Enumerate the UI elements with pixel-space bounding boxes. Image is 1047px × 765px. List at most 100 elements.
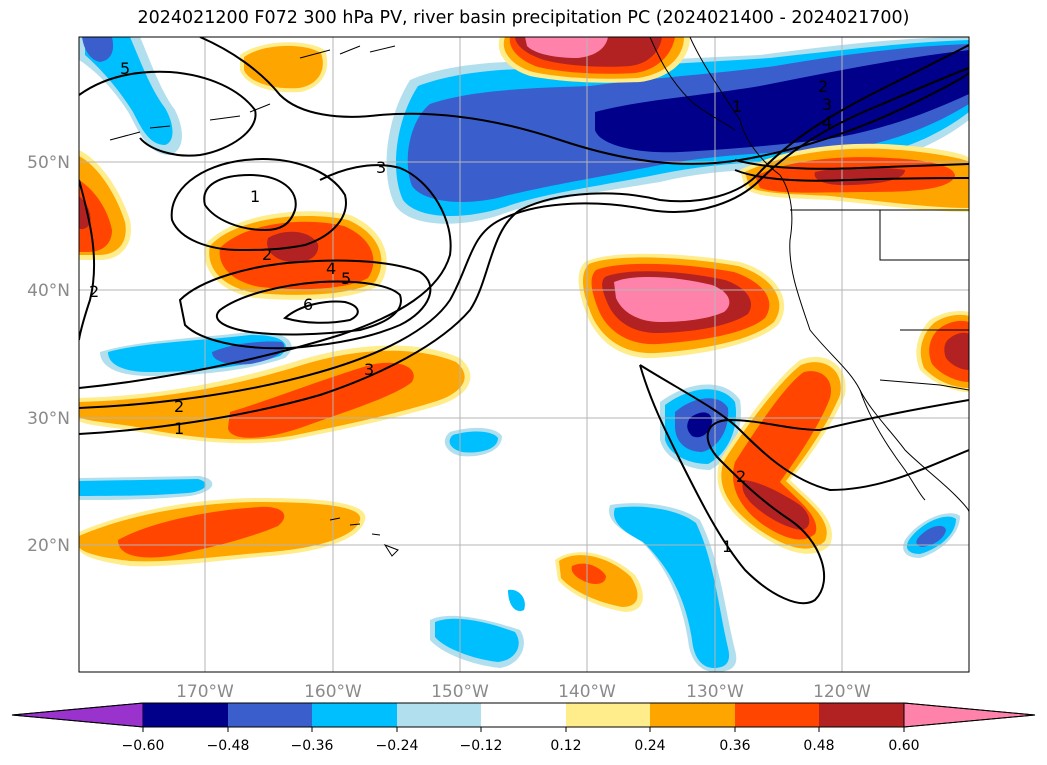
lat-label-20n: 20°N (27, 536, 70, 556)
colorbar-bin-yellow (566, 703, 650, 727)
shading-redorange-17n (571, 563, 606, 584)
colorbar-bin-firebrick (819, 703, 904, 727)
pv-contour-2-south (79, 67, 969, 409)
coastlines (109, 37, 969, 557)
colorbar-bin-navy (143, 703, 228, 727)
shading-redorange-sw30 (228, 362, 414, 438)
shading-cyan-northwest-inner (85, 37, 173, 145)
latitude-labels: 50°N 40°N 30°N 20°N (27, 153, 70, 556)
colorbar-bin-orange (650, 703, 735, 727)
pv-contour-6 (282, 300, 359, 324)
colorbar-bin-white (481, 703, 566, 727)
pv-contour-ne-2 (734, 159, 969, 170)
shading-firebrick-east35 (944, 332, 969, 370)
shading-redorange-leftedge (79, 180, 112, 252)
shading-cyan-mid28-inner (449, 431, 498, 453)
pv-contour-1-west-loop (203, 173, 297, 232)
contour-label-1-trough: 1 (722, 537, 732, 556)
border-us-canada (790, 209, 969, 331)
coastline-north-america (689, 37, 969, 513)
shading-cyan-west25-inner (79, 479, 206, 496)
pv-contour-3 (79, 164, 452, 389)
lat-label-40n: 40°N (27, 281, 70, 301)
pv-contour-trough (639, 364, 825, 605)
contour-label-1-north: 1 (732, 97, 742, 116)
colorbar-bin-blue (228, 703, 312, 727)
shading-navy-north (595, 50, 969, 153)
colorbar-tick-060: 0.60 (888, 738, 919, 754)
contour-label-2-southwest: 2 (174, 397, 184, 416)
shading-firebrick-leftedge (79, 196, 91, 230)
islands-hawaii (329, 517, 399, 557)
shading-pink-central40 (614, 276, 730, 322)
negative-anomaly-shading (79, 37, 969, 672)
shading-cyan-small (508, 589, 525, 612)
contour-label-3-southwest: 3 (364, 360, 374, 379)
contour-label-5: 5 (341, 269, 351, 288)
contour-label-4: 4 (326, 259, 336, 278)
pv-contour-left-edge (79, 179, 96, 341)
contour-label-4-northeast: 4 (822, 113, 832, 132)
contour-label-2-left: 2 (89, 282, 99, 301)
coastline-alaska (649, 37, 736, 131)
shading-navy-south (687, 412, 712, 438)
pv-contour-trough-east (819, 399, 969, 431)
map-title: 2024021200 F072 300 hPa PV, river basin … (137, 8, 910, 28)
map-frame (78, 36, 970, 673)
colorbar-tick-024: 0.24 (634, 738, 665, 754)
colorbar-tick-neg060: −0.60 (122, 738, 165, 754)
contour-label-5-northwest: 5 (120, 59, 130, 78)
pv-contour-ne-1 (734, 169, 969, 182)
colorbar-tick-neg036: −0.36 (291, 738, 334, 754)
contour-label-6: 6 (303, 295, 313, 314)
lon-label-120w: 120°W (813, 682, 871, 702)
colorbar-extend-high (903, 702, 1036, 728)
contour-label-3-northeast: 3 (822, 95, 832, 114)
pv-contour-4 (178, 259, 432, 350)
pv-contour-north-arc (199, 37, 969, 165)
shading-firebrick-se24 (742, 480, 810, 530)
pv-contour-1-south (79, 44, 969, 435)
lon-label-170w: 170°W (176, 682, 234, 702)
coastline-baja (859, 389, 926, 501)
pv-contour-2-west-loop (170, 158, 347, 252)
pv-contour-trough-outer (639, 364, 969, 492)
contour-label-2-north: 2 (818, 77, 828, 96)
lon-label-150w: 150°W (431, 682, 489, 702)
longitude-labels: 170°W 160°W 150°W 140°W 130°W 120°W (176, 682, 871, 702)
colorbar-extend-low (11, 702, 144, 728)
border-us-mexico (879, 379, 969, 391)
contour-label-3-north: 3 (376, 158, 386, 177)
contour-label-1-southwest: 1 (174, 419, 184, 438)
lon-label-140w: 140°W (558, 682, 616, 702)
map-area: 5 3 1 2 4 5 6 2 3 2 1 2 1 1 2 3 4 (79, 37, 969, 672)
colorbar: −0.60 −0.48 −0.36 −0.24 −0.12 0.12 0.24 … (11, 702, 1036, 754)
colorbar-tick-012: 0.12 (550, 738, 581, 754)
colorbar-bin-redorange (735, 703, 819, 727)
colorbar-tick-036: 0.36 (719, 738, 750, 754)
lon-label-160w: 160°W (304, 682, 362, 702)
pv-contour-5 (215, 280, 402, 336)
shading-cyan-sw (613, 506, 730, 668)
contour-label-2-west: 2 (262, 245, 272, 264)
shading-blue-northwest (82, 37, 114, 62)
shading-blue-east21 (916, 525, 946, 547)
contour-label-2-trough: 2 (736, 467, 746, 486)
lat-label-30n: 30°N (27, 409, 70, 429)
colorbar-bin-lightblue (397, 703, 481, 727)
contour-label-1-west: 1 (250, 187, 260, 206)
lat-label-50n: 50°N (27, 153, 70, 173)
colorbar-bin-cyan (312, 703, 397, 727)
colorbar-tick-neg048: −0.48 (207, 738, 250, 754)
pv-contour-labels: 5 3 1 2 4 5 6 2 3 2 1 2 1 1 2 3 4 (89, 59, 832, 556)
colorbar-tick-048: 0.48 (803, 738, 834, 754)
islands-aleutian (109, 45, 396, 141)
colorbar-tick-neg024: −0.24 (376, 738, 419, 754)
shading-cyan-south13-inner (435, 618, 519, 662)
pv-contour-2-northwest (79, 70, 257, 157)
pv-contours (79, 37, 969, 605)
lat-lon-grid (79, 37, 969, 672)
lon-label-130w: 130°W (686, 682, 744, 702)
colorbar-tick-neg012: −0.12 (460, 738, 503, 754)
